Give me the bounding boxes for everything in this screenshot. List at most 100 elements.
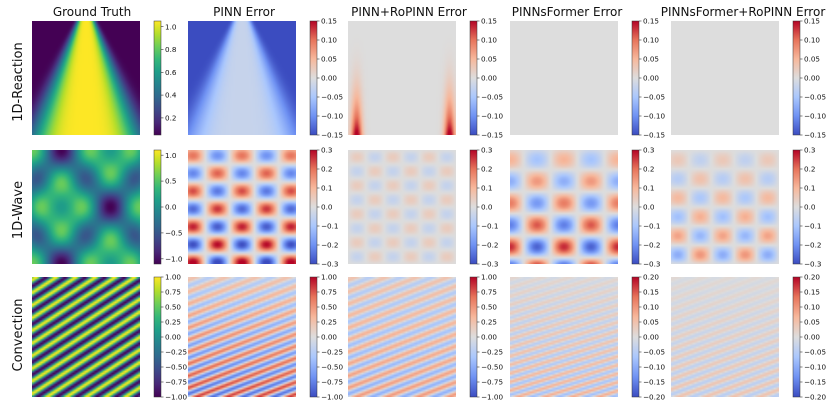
heatmap-convection-pinnsformer-error: [510, 277, 618, 397]
colorbar-tick-label: −0.3: [643, 260, 660, 269]
colorbar-tick-label: 0.00: [321, 333, 337, 342]
colorbar-tick-label: 0.05: [481, 55, 497, 64]
colorbar-tick-label: −0.15: [804, 378, 826, 387]
heatmap-1d-reaction-pinnsformer-error: [510, 21, 618, 135]
colorbar-tick-label: −0.50: [321, 363, 343, 372]
heatmap-1d-reaction-ground-truth: [32, 21, 140, 135]
colorbar-tick-label: −0.10: [321, 112, 343, 121]
row-label-convection: Convection: [11, 298, 26, 371]
colorbar: [792, 149, 801, 265]
colorbar-tick-label: 0.75: [321, 288, 337, 297]
colorbar-tick-label: −0.05: [643, 348, 665, 357]
heatmap-panels: 1.0 0.8 0.6 0.4 0.2 0.15 0.10 0.05 0.00 −0.05 −0.1…: [32, 17, 826, 402]
heatmap-convection-ground-truth: [32, 277, 140, 397]
colorbar-tick-label: −0.10: [643, 112, 665, 121]
colorbar-tick-label: 0.05: [643, 55, 659, 64]
row-label-1d-reaction: 1D-Reaction: [11, 42, 26, 121]
colorbar-tick-label: 0.15: [321, 17, 337, 26]
colorbar-tick-label: 0.0: [643, 203, 655, 212]
column-title-ground-truth: Ground Truth: [53, 5, 131, 19]
colorbar-tick-label: 0.0: [804, 203, 816, 212]
colorbar-tick-label: 0.50: [165, 303, 181, 312]
colorbar-tick-label: −0.05: [481, 93, 503, 102]
colorbar-tick-label: −0.75: [165, 378, 187, 387]
colorbar-tick-label: −0.1: [643, 222, 660, 231]
colorbar-tick-label: −0.25: [481, 348, 503, 357]
colorbar-tick-label: 0.3: [804, 146, 815, 155]
heatmap-1d-wave-pinn-error: [188, 150, 296, 264]
colorbar-tick-label: 1.00: [165, 273, 181, 282]
colorbar-tick-label: 0.25: [165, 318, 181, 327]
colorbar-tick-label: −0.15: [643, 378, 665, 387]
colorbar-tick-label: 0.05: [804, 55, 820, 64]
column-title-pinnsformer-error: PINNsFormer Error: [512, 5, 623, 19]
colorbar: [309, 149, 318, 265]
colorbar-tick-label: 1.00: [321, 273, 337, 282]
colorbar-tick-label: −0.25: [321, 348, 343, 357]
colorbar-tick-label: 0.15: [643, 17, 659, 26]
colorbar-tick-label: 0.3: [481, 146, 492, 155]
colorbar-tick-label: 0.75: [165, 288, 181, 297]
colorbar-tick-label: 0.25: [481, 318, 497, 327]
colorbar-tick-label: 0.10: [643, 36, 659, 45]
colorbar-tick-label: 0.15: [804, 288, 820, 297]
colorbar: [792, 276, 801, 398]
colorbar-tick-label: −0.2: [481, 241, 498, 250]
colorbar-tick-label: 1.0: [165, 151, 177, 160]
colorbar-tick-label: −0.10: [804, 363, 826, 372]
row-label-1d-wave: 1D-Wave: [11, 181, 26, 239]
colorbar-tick-label: 0.2: [481, 165, 492, 174]
colorbar-tick-label: −0.25: [165, 348, 187, 357]
colorbar-tick-label: 0.50: [321, 303, 337, 312]
colorbar: [153, 276, 162, 398]
colorbar-tick-label: 0.50: [481, 303, 497, 312]
heatmap-convection-pinn-ropinn-error: [348, 277, 456, 397]
colorbar-tick-label: 0.20: [804, 273, 820, 282]
colorbar-tick-label: −0.15: [321, 131, 343, 140]
column-title-pinn-error: PINN Error: [213, 5, 275, 19]
colorbar-tick-label: 0.3: [321, 146, 332, 155]
colorbar-tick-label: 0.25: [321, 318, 337, 327]
colorbar-tick-label: −0.75: [321, 378, 343, 387]
column-title-pinnsformer-ropinn-error: PINNsFormer+RoPINN Error: [661, 5, 826, 19]
colorbar-tick-label: −0.1: [481, 222, 498, 231]
colorbar-tick-label: 0.1: [804, 184, 815, 193]
colorbar-tick-label: 0.6: [165, 68, 177, 77]
colorbar-tick-label: 0.8: [165, 45, 177, 54]
colorbar-tick-label: 0.15: [804, 17, 820, 26]
colorbar-tick-label: 0.10: [481, 36, 497, 45]
colorbar-tick-label: 0.1: [481, 184, 492, 193]
colorbar: [792, 20, 801, 136]
colorbar-tick-label: −0.20: [804, 393, 826, 402]
colorbar: [153, 20, 162, 136]
colorbar-tick-label: 0.2: [165, 114, 176, 123]
colorbar: [631, 20, 640, 136]
colorbar-tick-label: 0.00: [643, 333, 659, 342]
colorbar-tick-label: 0.0: [481, 203, 493, 212]
colorbar-tick-label: −0.2: [321, 241, 338, 250]
colorbar-tick-label: −0.05: [804, 348, 826, 357]
colorbar: [309, 20, 318, 136]
colorbar-tick-label: −1.00: [321, 393, 343, 402]
colorbar-tick-label: 0.75: [481, 288, 497, 297]
colorbar-tick-label: 0.00: [321, 74, 337, 83]
colorbar-tick-label: 0.00: [481, 74, 497, 83]
colorbar-tick-label: 0.3: [643, 146, 654, 155]
colorbar-tick-label: −1.00: [481, 393, 503, 402]
colorbar-tick-label: −0.05: [321, 93, 343, 102]
heatmap-1d-wave-ground-truth: [32, 150, 140, 264]
colorbar-tick-label: −0.2: [804, 241, 821, 250]
colorbar-tick-label: −1.00: [165, 393, 187, 402]
colorbar: [631, 276, 640, 398]
colorbar-tick-label: 0.10: [321, 36, 337, 45]
colorbar-tick-label: 0.15: [643, 288, 659, 297]
colorbar-tick-label: −0.15: [804, 131, 826, 140]
heatmap-1d-wave-pinn-ropinn-error: [348, 150, 456, 264]
colorbar-tick-label: 0.2: [643, 165, 654, 174]
colorbar-tick-label: −0.3: [321, 260, 338, 269]
colorbar-tick-label: −0.50: [481, 363, 503, 372]
colorbar-tick-label: −1.0: [165, 254, 183, 263]
colorbar: [469, 276, 478, 398]
colorbar-tick-label: −0.10: [481, 112, 503, 121]
heatmap-convection-pinnsformer-ropinn-error: [671, 277, 779, 397]
